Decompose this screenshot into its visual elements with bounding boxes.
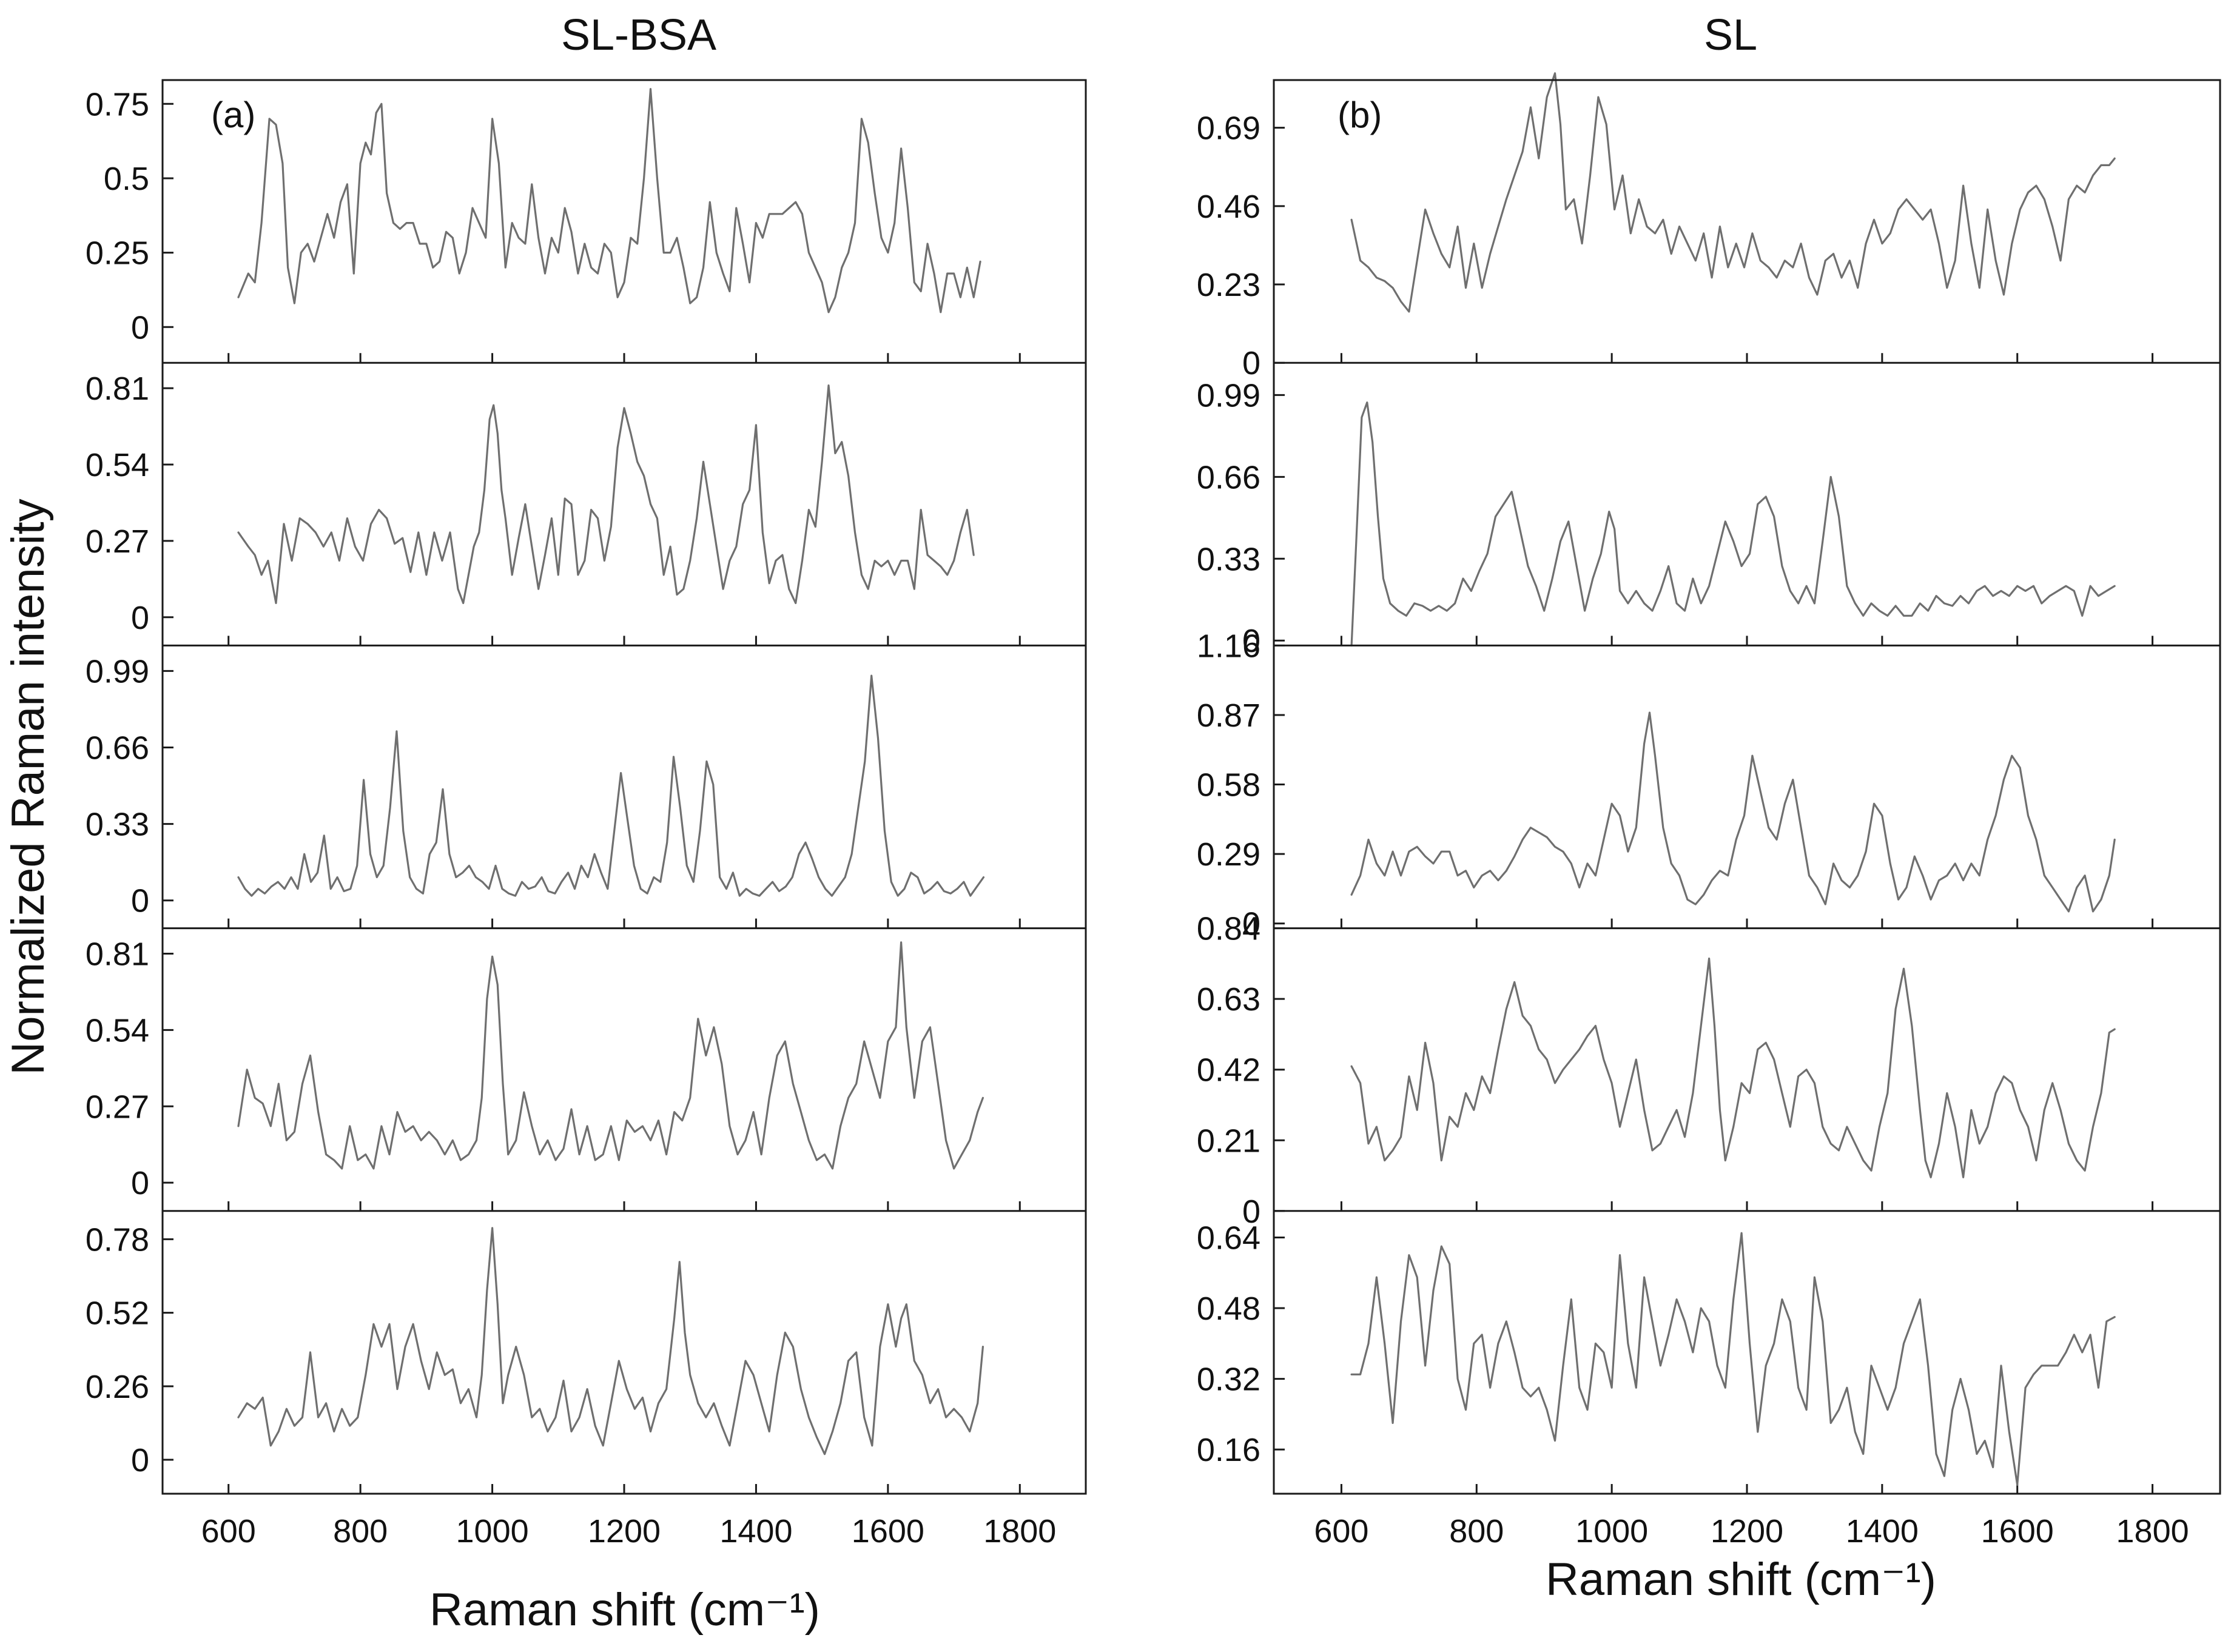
- subplot-3: 0 0.29 0.58 0.87 1.16: [1197, 628, 2220, 942]
- spectrum-line: [237, 88, 981, 314]
- y-tick-label: 0.69: [1197, 110, 1260, 147]
- subplot-5: 0 0.26 0.52 0.78: [86, 1210, 1086, 1494]
- y-tick-label: 0.21: [1197, 1123, 1260, 1159]
- y-tick-label: 0: [1242, 345, 1260, 381]
- y-axis-title: Normalized Raman intensity: [2, 499, 54, 1075]
- y-tick-label: 0.81: [86, 936, 149, 973]
- spectrum-line: [237, 674, 985, 897]
- subplot-4: 0 0.27 0.54 0.81: [86, 927, 1086, 1211]
- subplot-1: 0 0.23 0.46 0.69: [1197, 72, 2154, 381]
- x-tick-label: 1600: [852, 1513, 924, 1550]
- subplot-2: 0 0.27 0.54 0.81: [86, 361, 1086, 646]
- y-tick-label: 0: [1242, 906, 1260, 942]
- y-tick-label: 0.26: [86, 1369, 149, 1405]
- x-axis-title: Raman shift (cm⁻¹): [429, 1584, 820, 1636]
- x-axis-title: Raman shift (cm⁻¹): [1546, 1554, 1936, 1605]
- y-tick-label: 0.16: [1197, 1432, 1260, 1468]
- subplot-1: 0 0.25 0.5 0.75: [86, 86, 1021, 363]
- y-tick-label: 0.29: [1197, 836, 1260, 873]
- y-tick-label: 0.25: [86, 235, 149, 272]
- y-tick-label: 0.78: [86, 1221, 149, 1258]
- chart-title: SL: [1704, 11, 1757, 59]
- y-tick-label: 0: [1242, 623, 1260, 659]
- spectrum-line: [1350, 72, 2116, 313]
- subplot-4: 0 0.21 0.42 0.63 0.84: [1197, 911, 2220, 1230]
- y-tick-label: 1.16: [1197, 628, 1260, 664]
- y-tick-label: 0.54: [86, 1012, 149, 1049]
- spectrum-line: [237, 1227, 984, 1456]
- y-tick-label: 0: [131, 883, 149, 919]
- subplot-3: 0 0.33 0.66 0.99: [86, 644, 1086, 928]
- x-tick-label: 1000: [456, 1513, 529, 1550]
- y-tick-label: 0.75: [86, 86, 149, 123]
- y-tick-label: 0.58: [1197, 767, 1260, 804]
- y-tick-label: 0.64: [1197, 1220, 1260, 1257]
- y-tick-label: 0.87: [1197, 697, 1260, 734]
- spectrum-line: [1350, 957, 2116, 1178]
- spectrum-line: [1350, 401, 2116, 646]
- y-tick-label: 0.52: [86, 1295, 149, 1332]
- y-tick-label: 0.32: [1197, 1362, 1260, 1398]
- y-tick-label: 0.81: [86, 371, 149, 407]
- y-tick-label: 0.33: [86, 807, 149, 843]
- panel-a: SL-BSA 0 0.25 0.5 0.75 0 0.27 0.54 0.81 0 0.33 0.66…: [2, 11, 1087, 1636]
- y-tick-label: 0.33: [1197, 541, 1260, 577]
- y-tick-label: 0: [131, 309, 149, 346]
- x-tick-label: 600: [201, 1513, 256, 1550]
- x-tick-label: 1800: [2116, 1513, 2189, 1550]
- spectrum-line: [237, 941, 984, 1170]
- y-tick-label: 0.5: [104, 161, 149, 197]
- y-tick-label: 0.27: [86, 1089, 149, 1125]
- y-tick-label: 0.84: [1197, 911, 1260, 947]
- spectrum-line: [1350, 711, 2116, 913]
- y-tick-label: 0: [1242, 1194, 1260, 1230]
- y-tick-label: 0.42: [1197, 1052, 1260, 1089]
- subplot-2: 0 0.33 0.66 0.99: [1197, 361, 2220, 659]
- x-tick-label: 1000: [1575, 1513, 1648, 1550]
- y-tick-label: 0.66: [1197, 459, 1260, 495]
- y-tick-label: 0.66: [86, 730, 149, 767]
- panel-label: (a): [211, 95, 255, 135]
- y-tick-label: 0.54: [86, 447, 149, 483]
- x-tick-label: 800: [333, 1513, 388, 1550]
- y-tick-label: 0.63: [1197, 981, 1260, 1018]
- chart-title: SL-BSA: [561, 11, 716, 59]
- x-tick-label: 1400: [1846, 1513, 1919, 1550]
- panel-label: (b): [1338, 95, 1382, 135]
- axes-frame: [161, 79, 1087, 1495]
- axes-frame: [1273, 79, 2221, 1495]
- x-tick-label: 1800: [983, 1513, 1056, 1550]
- spectrum-line: [1350, 1232, 2116, 1486]
- x-tick-label: 1200: [1711, 1513, 1783, 1550]
- y-tick-label: 0.46: [1197, 189, 1260, 225]
- spectrum-line: [237, 384, 975, 605]
- y-tick-label: 0.99: [1197, 377, 1260, 414]
- y-tick-label: 0.23: [1197, 267, 1260, 303]
- y-tick-label: 0.27: [86, 523, 149, 560]
- x-tick-label: 1600: [1981, 1513, 2054, 1550]
- y-tick-label: 0.48: [1197, 1291, 1260, 1327]
- subplot-5: 0.16 0.32 0.48 0.64: [1197, 1210, 2220, 1494]
- panel-b: SL00.230.460.6900.330.660.9900.290.580.8…: [1197, 11, 2221, 1605]
- y-tick-label: 0: [131, 1442, 149, 1479]
- y-tick-label: 0: [131, 1165, 149, 1201]
- x-tick-label: 1400: [719, 1513, 792, 1550]
- x-tick-label: 1200: [588, 1513, 661, 1550]
- x-tick-label: 800: [1449, 1513, 1504, 1550]
- y-tick-label: 0: [131, 600, 149, 636]
- x-tick-label: 600: [1314, 1513, 1368, 1550]
- y-tick-label: 0.99: [86, 653, 149, 690]
